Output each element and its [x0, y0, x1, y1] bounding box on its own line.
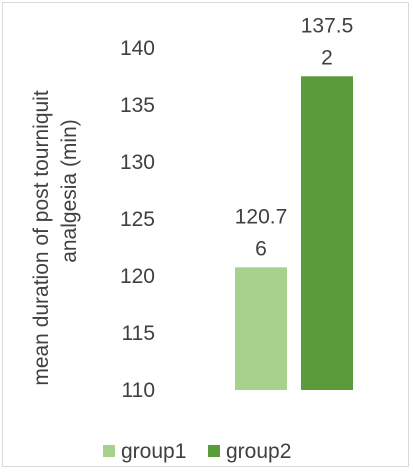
legend-label-group1: group1 — [121, 440, 186, 463]
y-axis-ticks: 110 115 120 125 130 135 140 — [120, 37, 155, 402]
legend-swatch-group2 — [208, 445, 220, 457]
y-tick-label: 130 — [120, 151, 155, 174]
data-labels: 120.7 6 137.5 2 — [235, 14, 354, 260]
legend: group1 group2 — [103, 440, 291, 463]
legend-swatch-group1 — [103, 445, 115, 457]
y-tick-label: 140 — [120, 37, 155, 60]
data-label-group1: 120.7 — [235, 205, 288, 228]
data-label-group2: 137.5 — [301, 14, 354, 37]
y-tick-label: 120 — [120, 265, 155, 288]
legend-label-group2: group2 — [226, 440, 291, 463]
y-tick-label: 135 — [120, 94, 155, 117]
y-axis-title-line1: mean duration of post tourniquit — [30, 90, 53, 386]
bar-group1 — [235, 267, 287, 390]
data-label-group1: 6 — [255, 237, 267, 260]
y-tick-label: 115 — [122, 322, 155, 345]
y-tick-label: 110 — [122, 379, 155, 402]
y-tick-label: 125 — [120, 208, 155, 231]
y-axis-title-line2: analgesia (min) — [58, 119, 81, 263]
chart-frame: mean duration of post tourniquit analges… — [2, 2, 409, 467]
bar-group2 — [301, 76, 353, 390]
y-axis-title: mean duration of post tourniquit analges… — [30, 90, 81, 386]
bars — [235, 76, 353, 390]
bar-chart: mean duration of post tourniquit analges… — [30, 14, 354, 463]
data-label-group2: 2 — [321, 46, 333, 69]
